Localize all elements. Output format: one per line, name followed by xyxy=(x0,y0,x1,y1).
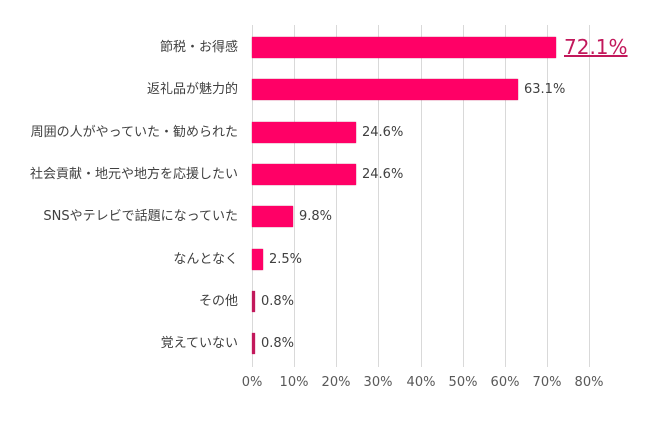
gridline xyxy=(505,25,506,367)
value-label: 63.1% xyxy=(524,82,566,97)
bar xyxy=(252,333,255,354)
category-label: 返礼品が魅力的 xyxy=(146,82,238,97)
value-label: 24.6% xyxy=(362,125,404,140)
bar xyxy=(252,206,293,227)
gridline xyxy=(589,25,590,367)
gridline xyxy=(463,25,464,367)
category-label: 周囲の人がやっていた・勧められた xyxy=(30,125,238,140)
highlighted-value-label: 72.1% xyxy=(564,35,628,59)
category-label: 社会貢献・地元や地方を応援したい xyxy=(29,167,238,182)
value-label: 2.5% xyxy=(269,252,303,267)
bar xyxy=(252,37,556,58)
x-tick-label: 60% xyxy=(490,375,520,390)
x-tick-label: 0% xyxy=(241,375,263,390)
bar xyxy=(252,249,263,270)
category-label: 覚えていない xyxy=(160,336,238,351)
gridline xyxy=(378,25,379,367)
x-tick-label: 30% xyxy=(363,375,393,390)
bar xyxy=(252,122,356,143)
x-tick-label: 70% xyxy=(532,375,562,390)
x-tick-label: 80% xyxy=(574,375,604,390)
x-tick-label: 50% xyxy=(448,375,478,390)
category-label: なんとなく xyxy=(173,252,238,267)
value-label: 9.8% xyxy=(299,209,333,224)
x-tick-label: 40% xyxy=(406,375,436,390)
category-label: SNSやテレビで話題になっていた xyxy=(43,209,238,224)
value-label: 24.6% xyxy=(362,167,404,182)
gridline xyxy=(336,25,337,367)
x-tick-label: 20% xyxy=(321,375,351,390)
bar xyxy=(252,164,356,185)
category-label: 節税・お得感 xyxy=(159,40,238,55)
x-tick-label: 10% xyxy=(279,375,309,390)
bar xyxy=(252,79,518,100)
gridline xyxy=(547,25,548,367)
value-label: 0.8% xyxy=(261,336,295,351)
gridline xyxy=(421,25,422,367)
gridline xyxy=(294,25,295,367)
bar xyxy=(252,291,255,312)
value-label: 0.8% xyxy=(261,294,295,309)
category-label: その他 xyxy=(198,294,238,309)
gridline xyxy=(252,25,253,367)
